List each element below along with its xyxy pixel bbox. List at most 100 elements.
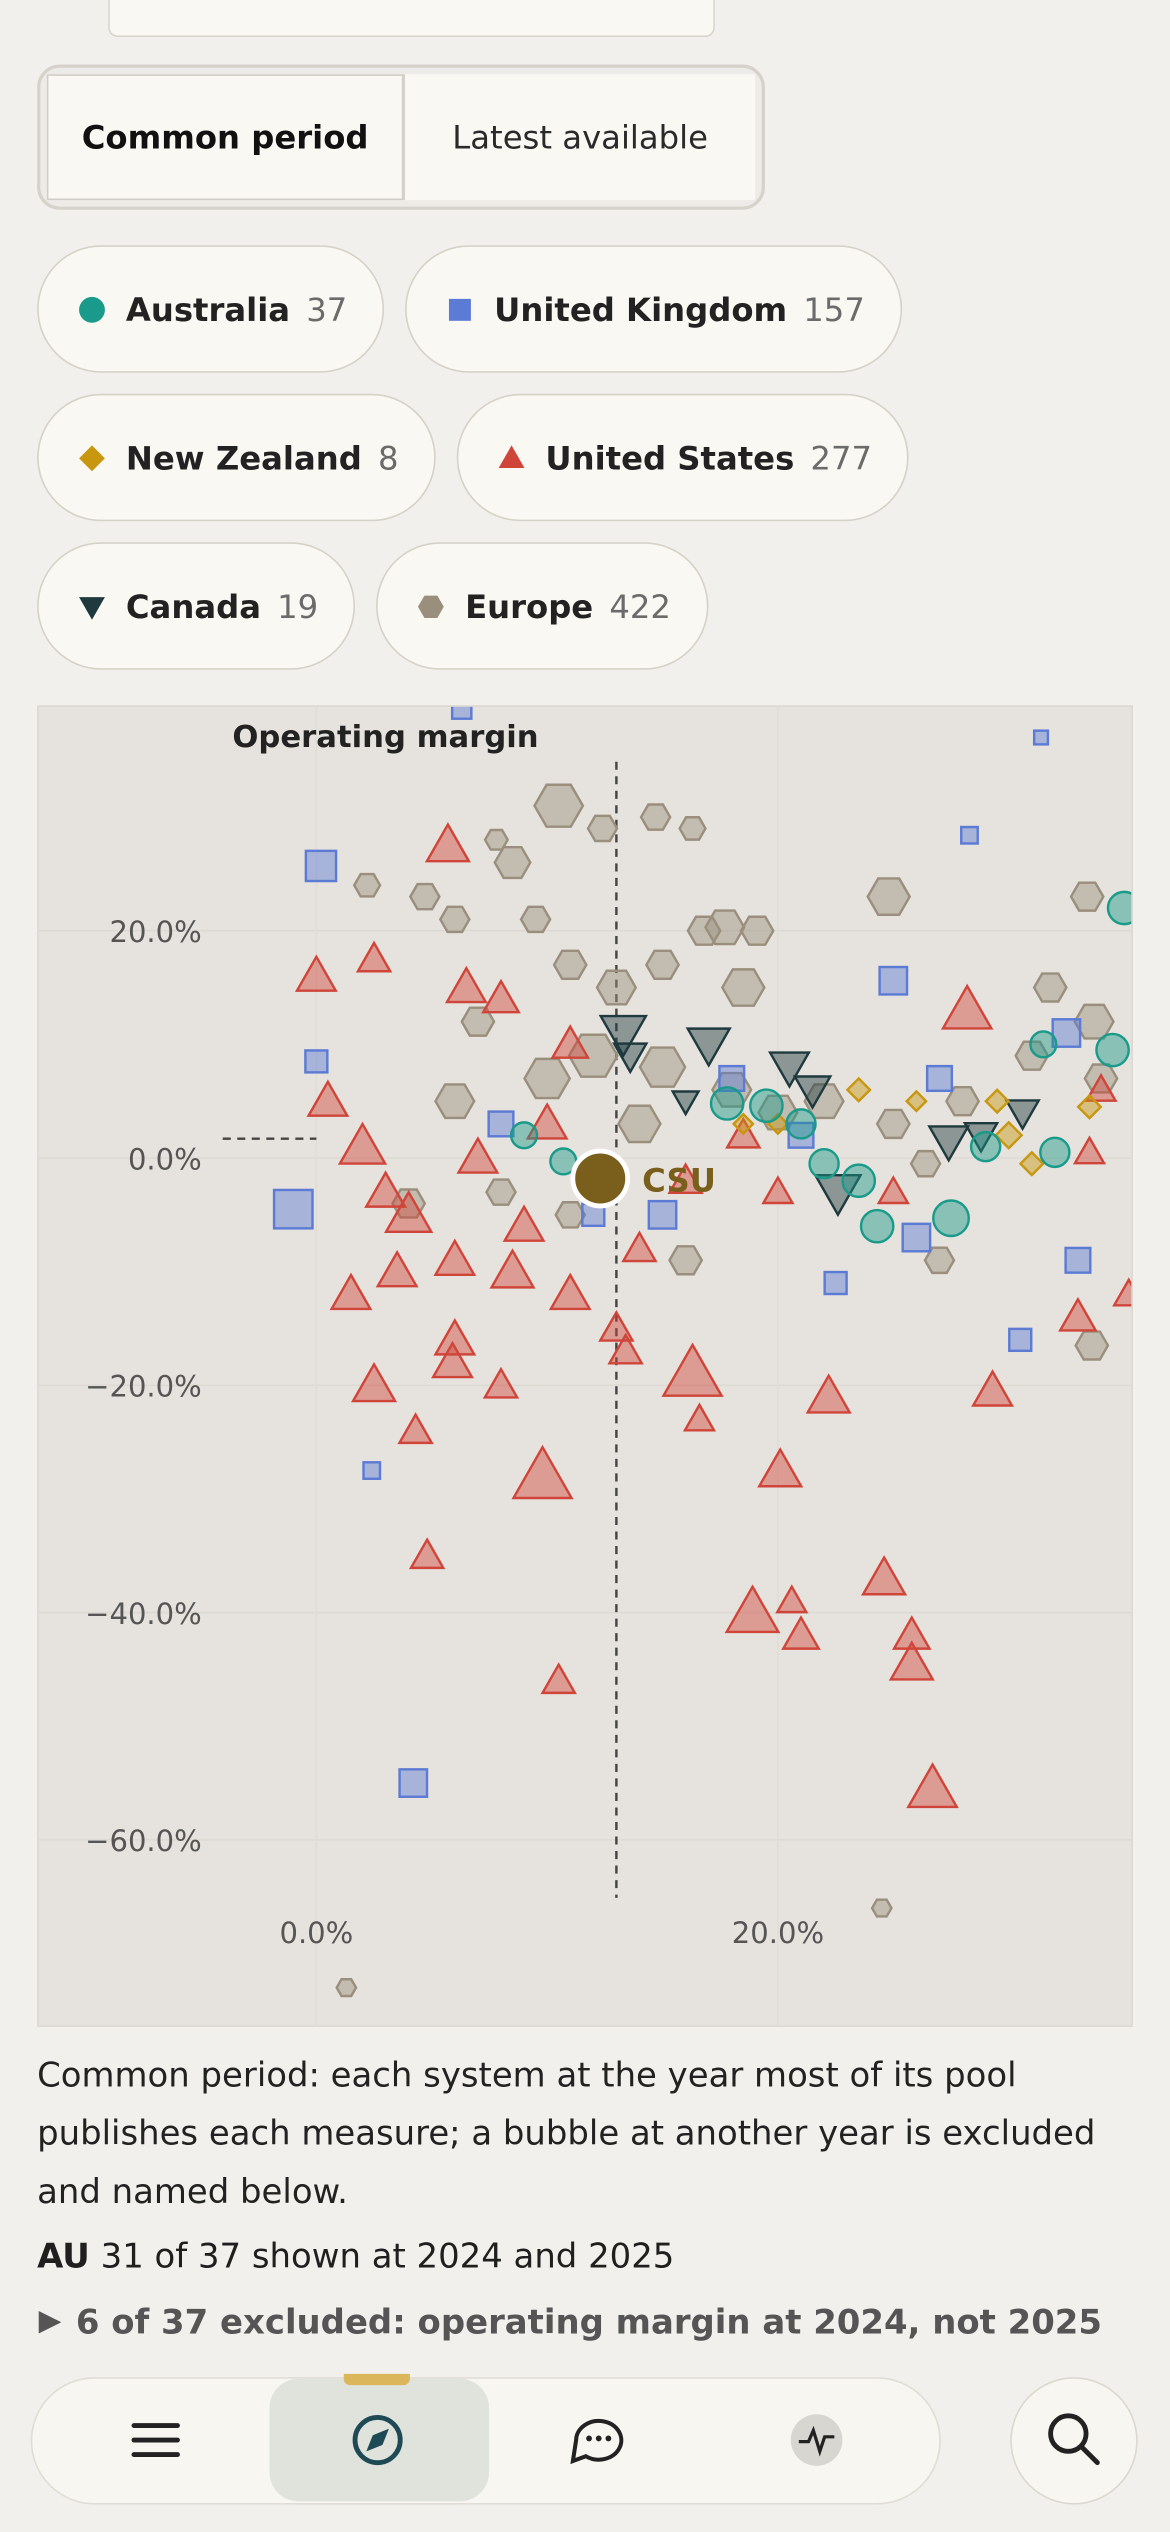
data-point	[391, 1188, 427, 1219]
x-tick-label: 0.0%	[279, 1916, 353, 1950]
legend-icon	[449, 298, 472, 321]
data-point	[489, 1248, 536, 1289]
marker	[79, 596, 105, 619]
data-point	[1064, 1246, 1092, 1274]
legend-name: New Zealand	[125, 438, 362, 477]
explore-icon[interactable]	[352, 2415, 403, 2466]
legend-chip[interactable]: United Kingdom 157	[405, 245, 903, 373]
data-point	[785, 1108, 817, 1140]
menu-icon[interactable]	[131, 2423, 180, 2457]
marker	[449, 298, 472, 321]
data-point	[757, 1447, 804, 1488]
legend-chip[interactable]: United States 277	[456, 393, 910, 522]
data-point	[678, 816, 707, 841]
toggle-button[interactable]: Latest available	[403, 74, 756, 201]
input-box[interactable]	[108, 0, 715, 38]
legend-name: United States	[545, 438, 795, 477]
data-point	[749, 1088, 784, 1124]
data-point	[485, 1178, 517, 1206]
excluded-details[interactable]: 6 of 37 excluded: operating margin at 20…	[37, 2296, 1102, 2348]
data-point	[901, 1222, 932, 1253]
data-point	[335, 1978, 358, 1998]
data-point	[383, 1189, 434, 1233]
data-point	[925, 1064, 954, 1093]
legend-icon	[79, 296, 105, 322]
data-point	[969, 1130, 1002, 1163]
data-point	[768, 1051, 811, 1089]
legend-name: Canada	[125, 586, 262, 626]
data-point	[431, 1340, 474, 1379]
summary-text: 31 of 37 shown at 2024 and 2025	[100, 2236, 675, 2276]
data-point	[638, 1046, 687, 1088]
legend-chip[interactable]: New Zealand 8	[37, 393, 436, 522]
legend-chip[interactable]: Canada 19	[37, 542, 356, 670]
data-point	[686, 915, 722, 946]
data-point	[362, 1461, 382, 1480]
activity-icon[interactable]	[790, 2414, 843, 2466]
summary-code: AU	[37, 2236, 90, 2276]
legend-name: Europe	[465, 586, 594, 626]
data-point	[481, 978, 521, 1014]
data-point	[945, 1086, 981, 1117]
data-point	[994, 1120, 1024, 1150]
caption: Common period: each system at the year m…	[37, 2055, 1096, 2211]
data-point	[845, 1076, 872, 1103]
data-point	[761, 1175, 795, 1205]
data-point	[1008, 1327, 1033, 1353]
data-point	[667, 1162, 704, 1195]
data-point	[639, 803, 672, 831]
data-point	[1039, 1136, 1071, 1169]
summary: AU 31 of 37 shown at 2024 and 2025	[37, 2230, 674, 2282]
data-point	[932, 1199, 970, 1238]
data-point	[444, 965, 488, 1004]
data-point	[792, 1075, 833, 1111]
y-tick-label: 20.0%	[109, 915, 201, 949]
data-point	[909, 1149, 942, 1178]
data-point	[685, 1027, 732, 1068]
data-point	[355, 940, 393, 973]
data-point	[984, 1088, 1011, 1115]
data-point	[971, 1369, 1015, 1407]
data-point	[1112, 1277, 1132, 1307]
data-point	[434, 1083, 476, 1120]
data-point	[1095, 1032, 1130, 1068]
data-point	[598, 1309, 635, 1342]
x-tick-label: 20.0%	[732, 1916, 824, 1950]
search-button[interactable]	[1010, 2377, 1138, 2505]
data-point	[781, 1615, 821, 1650]
data-point	[1076, 1093, 1103, 1120]
data-point	[586, 814, 619, 843]
active-tab-marker	[343, 2373, 410, 2386]
legend-count: 19	[277, 586, 319, 626]
data-point	[408, 1537, 446, 1570]
legend-name: Australia	[125, 289, 291, 329]
data-point	[612, 1042, 649, 1075]
data-point	[906, 1762, 959, 1809]
data-point	[905, 1089, 928, 1113]
data-point	[424, 822, 471, 863]
data-point	[350, 1361, 398, 1403]
data-point	[739, 915, 775, 946]
chat-icon[interactable]	[570, 2418, 624, 2465]
data-point	[294, 954, 338, 992]
data-point	[607, 1332, 644, 1365]
data-point	[523, 1057, 572, 1100]
legend-icon	[79, 596, 105, 619]
scatter-chart: −60.0% −40.0% −20.0% 0.0% 20.0% 0.0% 20.0% CSU O…	[37, 705, 1133, 2027]
legend-name: United Kingdom	[494, 289, 788, 329]
data-point	[408, 882, 441, 911]
legend: Australia 37 United Kingdom 157 New Zealand 8…	[37, 245, 941, 670]
toggle-button[interactable]: Common period	[46, 74, 404, 201]
highlight-label: CSU	[642, 1161, 716, 1199]
data-point	[718, 1064, 746, 1093]
data-point	[960, 825, 979, 845]
y-axis-label: Operating margin	[232, 720, 538, 755]
highlight-point	[570, 1148, 631, 1209]
legend-chip[interactable]: Australia 37	[37, 245, 385, 373]
y-tick-label: 0.0%	[128, 1142, 202, 1176]
data-point	[724, 1584, 781, 1634]
data-point	[1014, 1040, 1050, 1071]
legend-chip[interactable]: Europe 422	[376, 542, 709, 670]
data-point	[329, 1272, 373, 1311]
